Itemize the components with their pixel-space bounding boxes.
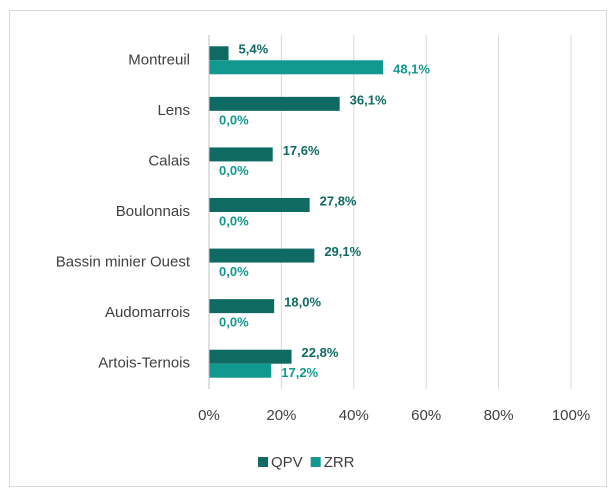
bar [209, 147, 273, 162]
x-tick-label: 60% [411, 407, 441, 424]
value-label: 0,0% [219, 163, 249, 178]
x-tick-label: 100% [552, 407, 590, 424]
bar [209, 60, 384, 75]
value-label: 48,1% [393, 62, 430, 77]
x-tick-label: 40% [339, 407, 369, 424]
value-label: 27,8% [320, 193, 357, 208]
value-label: 29,1% [324, 244, 361, 259]
value-label: 5,4% [239, 42, 269, 57]
value-label: 22,8% [302, 345, 339, 360]
legend-swatch [310, 457, 321, 467]
value-label: 17,6% [283, 143, 320, 158]
bar [209, 349, 292, 364]
y-tick-label: Audomarrois [105, 304, 190, 321]
x-tick-label: 0% [198, 407, 220, 424]
chart-frame [9, 10, 607, 487]
value-label: 0,0% [219, 213, 249, 228]
bar [209, 46, 229, 61]
value-label: 0,0% [219, 112, 249, 127]
bar [209, 198, 310, 212]
value-label: 18,0% [284, 295, 321, 310]
x-tick-label: 80% [484, 407, 514, 424]
legend-swatch [258, 457, 268, 467]
y-tick-label: Montreuil [128, 51, 190, 68]
x-tick-label: 20% [266, 407, 296, 424]
value-label: 36,1% [350, 92, 387, 107]
y-tick-label: Calais [148, 152, 190, 169]
bar [209, 248, 315, 263]
y-tick-label: Bassin minier Ouest [56, 254, 191, 271]
legend-label: QPV [271, 454, 303, 471]
value-label: 17,2% [281, 365, 318, 380]
value-label: 0,0% [219, 315, 249, 330]
bar [209, 363, 272, 378]
value-label: 0,0% [219, 264, 249, 279]
y-tick-label: Boulonnais [116, 203, 190, 220]
bar [209, 96, 340, 111]
legend-label: ZRR [324, 454, 355, 471]
y-tick-label: Lens [157, 102, 190, 119]
bar [209, 299, 275, 314]
y-tick-label: Artois-Ternois [98, 355, 190, 372]
